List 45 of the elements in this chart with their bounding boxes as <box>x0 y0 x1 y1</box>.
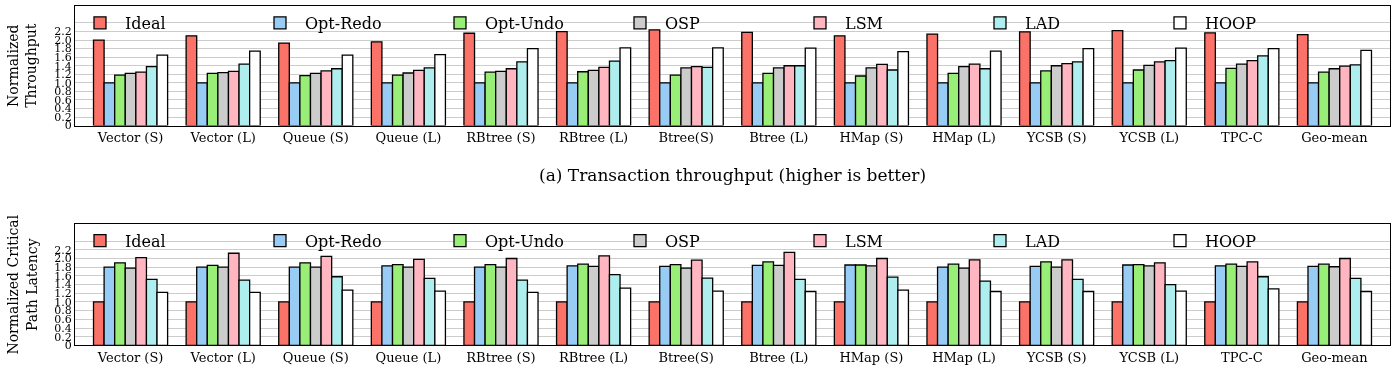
x-tick-label: Btree(S) <box>658 350 714 366</box>
legend-label: Ideal <box>125 231 166 251</box>
x-tick-label: HMap (S) <box>839 350 904 366</box>
x-tick-label: HMap (L) <box>932 350 996 366</box>
legend-label: Opt-Redo <box>305 231 382 251</box>
legend-label: Opt-Undo <box>485 231 564 251</box>
legend-label: LSM <box>845 14 883 34</box>
x-tick-label: RBtree (L) <box>559 350 629 366</box>
x-tick-label: RBtree (S) <box>466 350 536 366</box>
x-tick-label: Btree (L) <box>749 350 809 366</box>
legend-label: OSP <box>665 231 701 251</box>
x-tick-label: Geo-mean <box>1301 350 1369 366</box>
legend-label: Ideal <box>125 14 166 34</box>
x-tick-label: Queue (L) <box>375 130 442 146</box>
y-axis-title: Normalized Throughput <box>5 23 40 108</box>
y-axis-title: Normalized Critical Path Latency <box>5 214 40 355</box>
x-tick-label: Btree(S) <box>658 130 714 146</box>
x-tick-label: HMap (L) <box>932 130 996 146</box>
legend-label: LAD <box>1025 14 1061 34</box>
x-tick-label: Vector (S) <box>96 350 164 366</box>
x-tick-label: YCSB (L) <box>1118 350 1180 366</box>
legend-label: HOOP <box>1205 231 1257 251</box>
x-tick-label: Queue (L) <box>375 350 442 366</box>
legend-label: LSM <box>845 231 883 251</box>
x-tick-label: Queue (S) <box>282 130 349 146</box>
x-tick-label: RBtree (L) <box>559 130 629 146</box>
x-tick-label: YCSB (L) <box>1118 130 1180 146</box>
legend-label: HOOP <box>1205 14 1257 34</box>
legend-label: OSP <box>665 14 701 34</box>
x-tick-label: RBtree (S) <box>466 130 536 146</box>
legend-label: Opt-Redo <box>305 14 382 34</box>
x-tick-label: Queue (S) <box>282 350 349 366</box>
x-tick-label: Vector (L) <box>189 130 256 146</box>
x-tick-label: YCSB (S) <box>1025 130 1087 146</box>
x-tick-label: Vector (L) <box>189 350 256 366</box>
x-tick-label: TPC-C <box>1220 350 1263 366</box>
text: (a) Transaction throughput (higher is better) <box>539 165 927 185</box>
x-tick-label: Geo-mean <box>1301 130 1369 146</box>
x-tick-label: YCSB (S) <box>1025 350 1087 366</box>
x-tick-label: Btree (L) <box>749 130 809 146</box>
legend-label: LAD <box>1025 231 1061 251</box>
x-tick-label: HMap (S) <box>839 130 904 146</box>
legend-label: Opt-Undo <box>485 14 564 34</box>
x-tick-label: Vector (S) <box>96 130 164 146</box>
x-tick-label: TPC-C <box>1220 130 1263 146</box>
